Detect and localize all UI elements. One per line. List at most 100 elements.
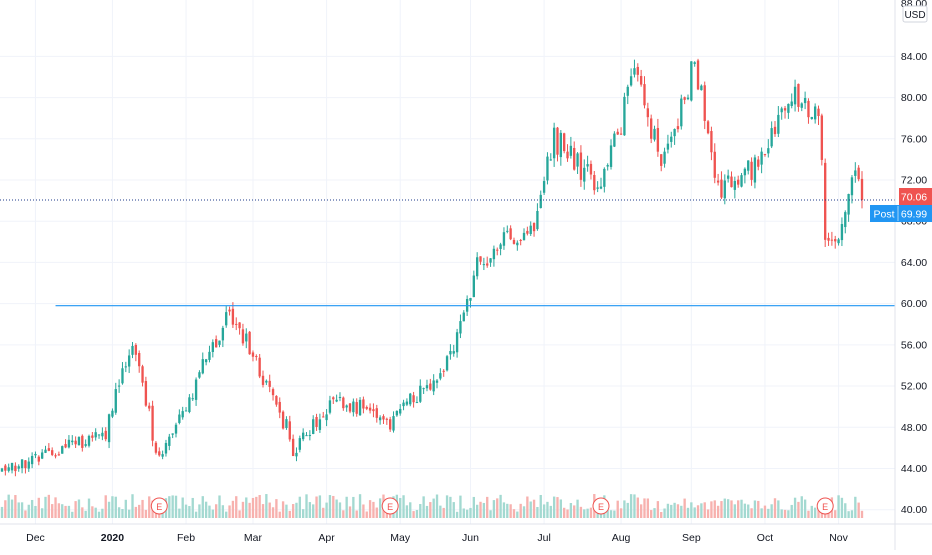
volume-bar [499,494,502,518]
volume-bar [375,507,378,518]
candle-body [549,159,552,161]
volume-bar [328,495,332,518]
volume-bar [64,505,67,518]
volume-bar [489,510,492,518]
candle-body [168,436,171,446]
candle-body [271,389,275,396]
volume-bar [127,509,131,518]
volume-bar [690,502,693,518]
candle-body [539,194,542,209]
candle-body [639,76,643,85]
volume-bar [556,497,559,518]
volume-bar [636,497,639,518]
time-tick-label: May [390,532,411,544]
candle-body [238,322,241,329]
candle-body [245,333,248,342]
time-tick-label: Sep [682,532,701,544]
volume-bar [787,510,790,518]
volume-bar [301,509,305,518]
candle-body [355,402,358,414]
volume-bar [188,506,191,518]
volume-bar [285,504,288,518]
volume-bar [793,497,797,518]
candle-body [459,321,462,334]
volume-bar [144,509,148,518]
volume-bar [850,510,854,518]
volume-bar [104,495,107,518]
volume-bar [539,494,542,518]
candle-body [700,85,703,91]
volume-bar [251,497,255,518]
volume-bar [733,504,737,518]
volume-bar [218,495,221,518]
volume-bar [322,507,325,518]
candle-body [305,435,308,437]
volume-bar [238,510,241,518]
candle-body [723,180,726,199]
volume-bar [148,496,151,518]
price-tick-label: 44.00 [901,463,927,475]
candle-body [476,257,479,277]
candle-body [127,355,131,367]
volume-bar [429,502,432,518]
volume-bar [141,499,144,518]
volume-bar [174,495,178,518]
volume-bar [385,511,388,518]
candle-body [94,432,97,438]
volume-bar [583,509,586,518]
volume-bar [345,496,348,518]
volume-bar [613,510,616,518]
candle-body [154,442,158,453]
candle-body [596,187,599,189]
volume-bar [208,505,211,518]
volume-bar [198,504,201,518]
volume-bar [315,496,318,518]
candle-body [482,264,486,266]
candle-body [573,147,576,170]
candle-body [288,421,291,440]
volume-bar [368,500,372,518]
volume-bar [757,500,760,518]
candle-body [552,127,556,159]
volume-bar [546,501,549,518]
volume-bar [646,498,650,518]
time-axis[interactable]: Dec 2020 Feb Mar Apr May Jun Jul Aug Sep Oct Nov [0,523,932,544]
candle-body [623,96,626,136]
volume-bar [405,505,409,518]
candle-body [817,108,820,117]
volume-bar [737,500,740,518]
candle-body [479,256,482,262]
candle-body [757,159,760,167]
candle-body [492,248,496,260]
volume-bar [101,508,104,518]
price-axis[interactable]: 40.0044.0048.0052.0056.0060.0064.0068.00… [894,0,927,550]
candle-body [214,339,218,348]
last-price-badge [899,188,932,205]
candle-body [161,454,164,457]
volume-bar [71,511,74,518]
volume-bar [91,506,94,518]
candle-body [803,97,807,104]
volume-bar [124,499,127,518]
candle-body [770,128,773,147]
candle-body [670,136,673,142]
candle-body [325,414,328,421]
volume-bar [20,502,24,518]
candle-body [318,419,322,430]
candle-body [144,381,148,406]
volume-bar [34,506,37,518]
currency-button[interactable] [902,5,928,23]
volume-bar [609,510,613,518]
candle-body [827,237,830,241]
volume-bar [566,509,569,518]
candle-body [710,131,713,153]
volume-bar [713,500,716,518]
candle-body [813,106,817,120]
candle-body [221,327,225,341]
candle-body [690,61,693,101]
candle-body [422,388,425,390]
candle-body [425,385,429,389]
